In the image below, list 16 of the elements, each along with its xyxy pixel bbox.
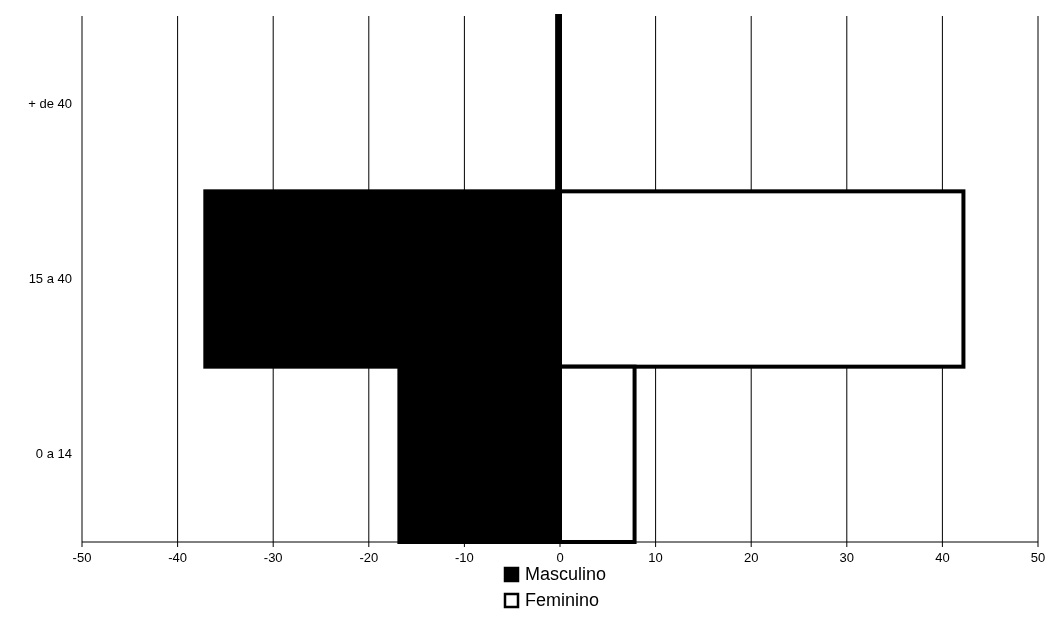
- x-tick-label: 30: [839, 550, 855, 565]
- y-tick-label: + de 40: [28, 95, 72, 111]
- y-tick-label: 15 a 40: [28, 271, 72, 286]
- x-tick-label: 10: [648, 550, 663, 565]
- x-tick-label: -20: [359, 550, 379, 565]
- legend-label: Feminino: [525, 590, 600, 610]
- x-tick-label: 40: [935, 550, 950, 565]
- x-tick-label: 50: [1030, 550, 1046, 565]
- x-tick-label: 20: [743, 550, 759, 565]
- x-tick-label: -50: [72, 550, 92, 565]
- x-tick-label: -40: [168, 550, 187, 565]
- x-tick-label: 0: [556, 550, 564, 565]
- x-tick-label: -30: [263, 550, 283, 565]
- x-tick-label: -10: [455, 550, 474, 565]
- y-tick-label: 0 a 14: [35, 446, 72, 462]
- legend-label: Masculino: [525, 564, 607, 584]
